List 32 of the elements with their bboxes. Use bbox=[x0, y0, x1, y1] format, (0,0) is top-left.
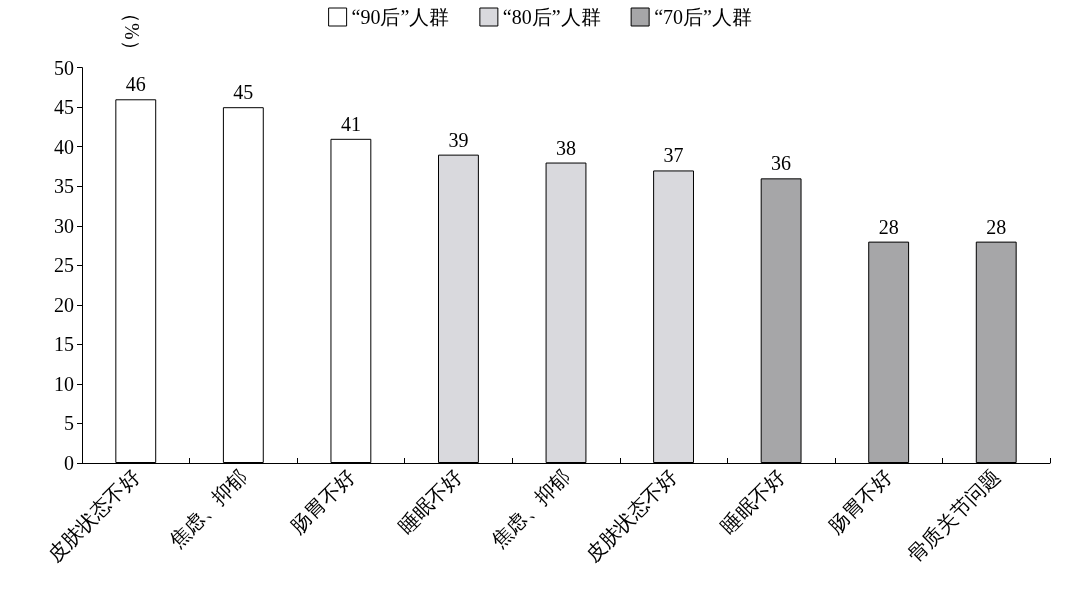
y-tick-label: 0 bbox=[64, 452, 74, 474]
data-label: 38 bbox=[556, 136, 576, 159]
y-tick-label: 20 bbox=[54, 293, 74, 316]
x-tick-label: 焦虑、抑郁 bbox=[164, 465, 252, 552]
data-label: 28 bbox=[878, 215, 899, 238]
legend-label: “80后”人群 bbox=[502, 6, 601, 28]
x-tick-label: 睡眠不好 bbox=[394, 465, 467, 538]
data-label: 46 bbox=[125, 73, 146, 96]
data-label: 39 bbox=[448, 128, 469, 151]
legend-label: “70后”人群 bbox=[654, 6, 752, 28]
legend-label: “90后”人群 bbox=[351, 6, 450, 28]
y-tick-label: 50 bbox=[54, 56, 74, 79]
data-label: 28 bbox=[986, 215, 1007, 238]
data-label: 36 bbox=[771, 152, 792, 175]
y-tick-label: 25 bbox=[54, 254, 74, 277]
x-tick-label: 焦虑、抑郁 bbox=[487, 465, 574, 552]
y-tick-label: 10 bbox=[54, 372, 74, 395]
x-tick-label: 皮肤状态不好 bbox=[580, 465, 682, 566]
y-tick-label: 35 bbox=[54, 175, 74, 198]
x-tick-label: 睡眠不好 bbox=[716, 465, 789, 538]
data-label: 45 bbox=[233, 81, 254, 104]
y-axis-title: （%） bbox=[121, 2, 143, 60]
y-tick-label: 40 bbox=[54, 135, 74, 158]
y-tick-label: 45 bbox=[54, 96, 74, 119]
x-tick-label: 肠胃不好 bbox=[824, 465, 897, 538]
y-tick-label: 30 bbox=[54, 214, 74, 237]
y-tick-label: 15 bbox=[54, 333, 74, 356]
x-tick-label: 肠胃不好 bbox=[286, 465, 359, 538]
x-tick-label: 骨质关节问题 bbox=[903, 465, 1004, 566]
data-label: 37 bbox=[663, 144, 684, 167]
data-label: 41 bbox=[340, 112, 361, 135]
y-tick-label: 5 bbox=[64, 412, 74, 435]
